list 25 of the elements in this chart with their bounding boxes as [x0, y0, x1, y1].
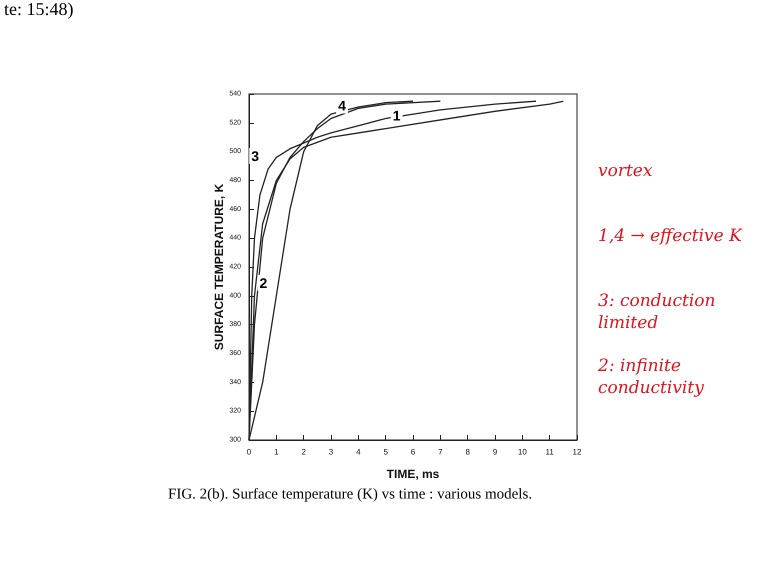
- annotation: 3: [251, 148, 260, 164]
- text: 1,4 → effective K: [598, 226, 744, 246]
- x-tick-label: 7: [438, 448, 444, 456]
- x-tick-label: 2: [301, 448, 306, 456]
- x-tick-label: 4: [356, 448, 362, 456]
- text: te: 15:48): [4, 0, 74, 19]
- x-tick-label: 3: [328, 448, 334, 456]
- text: 3: conduction limited: [598, 291, 721, 333]
- x-tick-label: 12: [572, 448, 582, 456]
- x-tick-label: 9: [492, 448, 498, 456]
- x-tick-label: 0: [246, 448, 252, 456]
- annotation: 1: [392, 108, 401, 124]
- annotation: 2: [259, 274, 268, 291]
- annotation: 4: [338, 98, 346, 114]
- x-axis-title: TIME, ms: [386, 467, 440, 481]
- y-axis-title: SURFACE TEMPERATURE, K: [212, 183, 226, 350]
- x-tick-label: 8: [465, 448, 470, 456]
- text: vortex: [598, 161, 653, 181]
- x-tick-label: 5: [383, 448, 388, 456]
- x-tick-label: 6: [410, 448, 416, 456]
- text: 2: infinite conductivity: [597, 356, 704, 398]
- x-tick-label: 10: [518, 448, 528, 456]
- x-tick-label: 11: [546, 448, 554, 456]
- caption: FIG. 2(b). Surface temperature (K) vs time : various models.: [168, 486, 532, 502]
- x-tick-label: 1: [274, 448, 280, 456]
